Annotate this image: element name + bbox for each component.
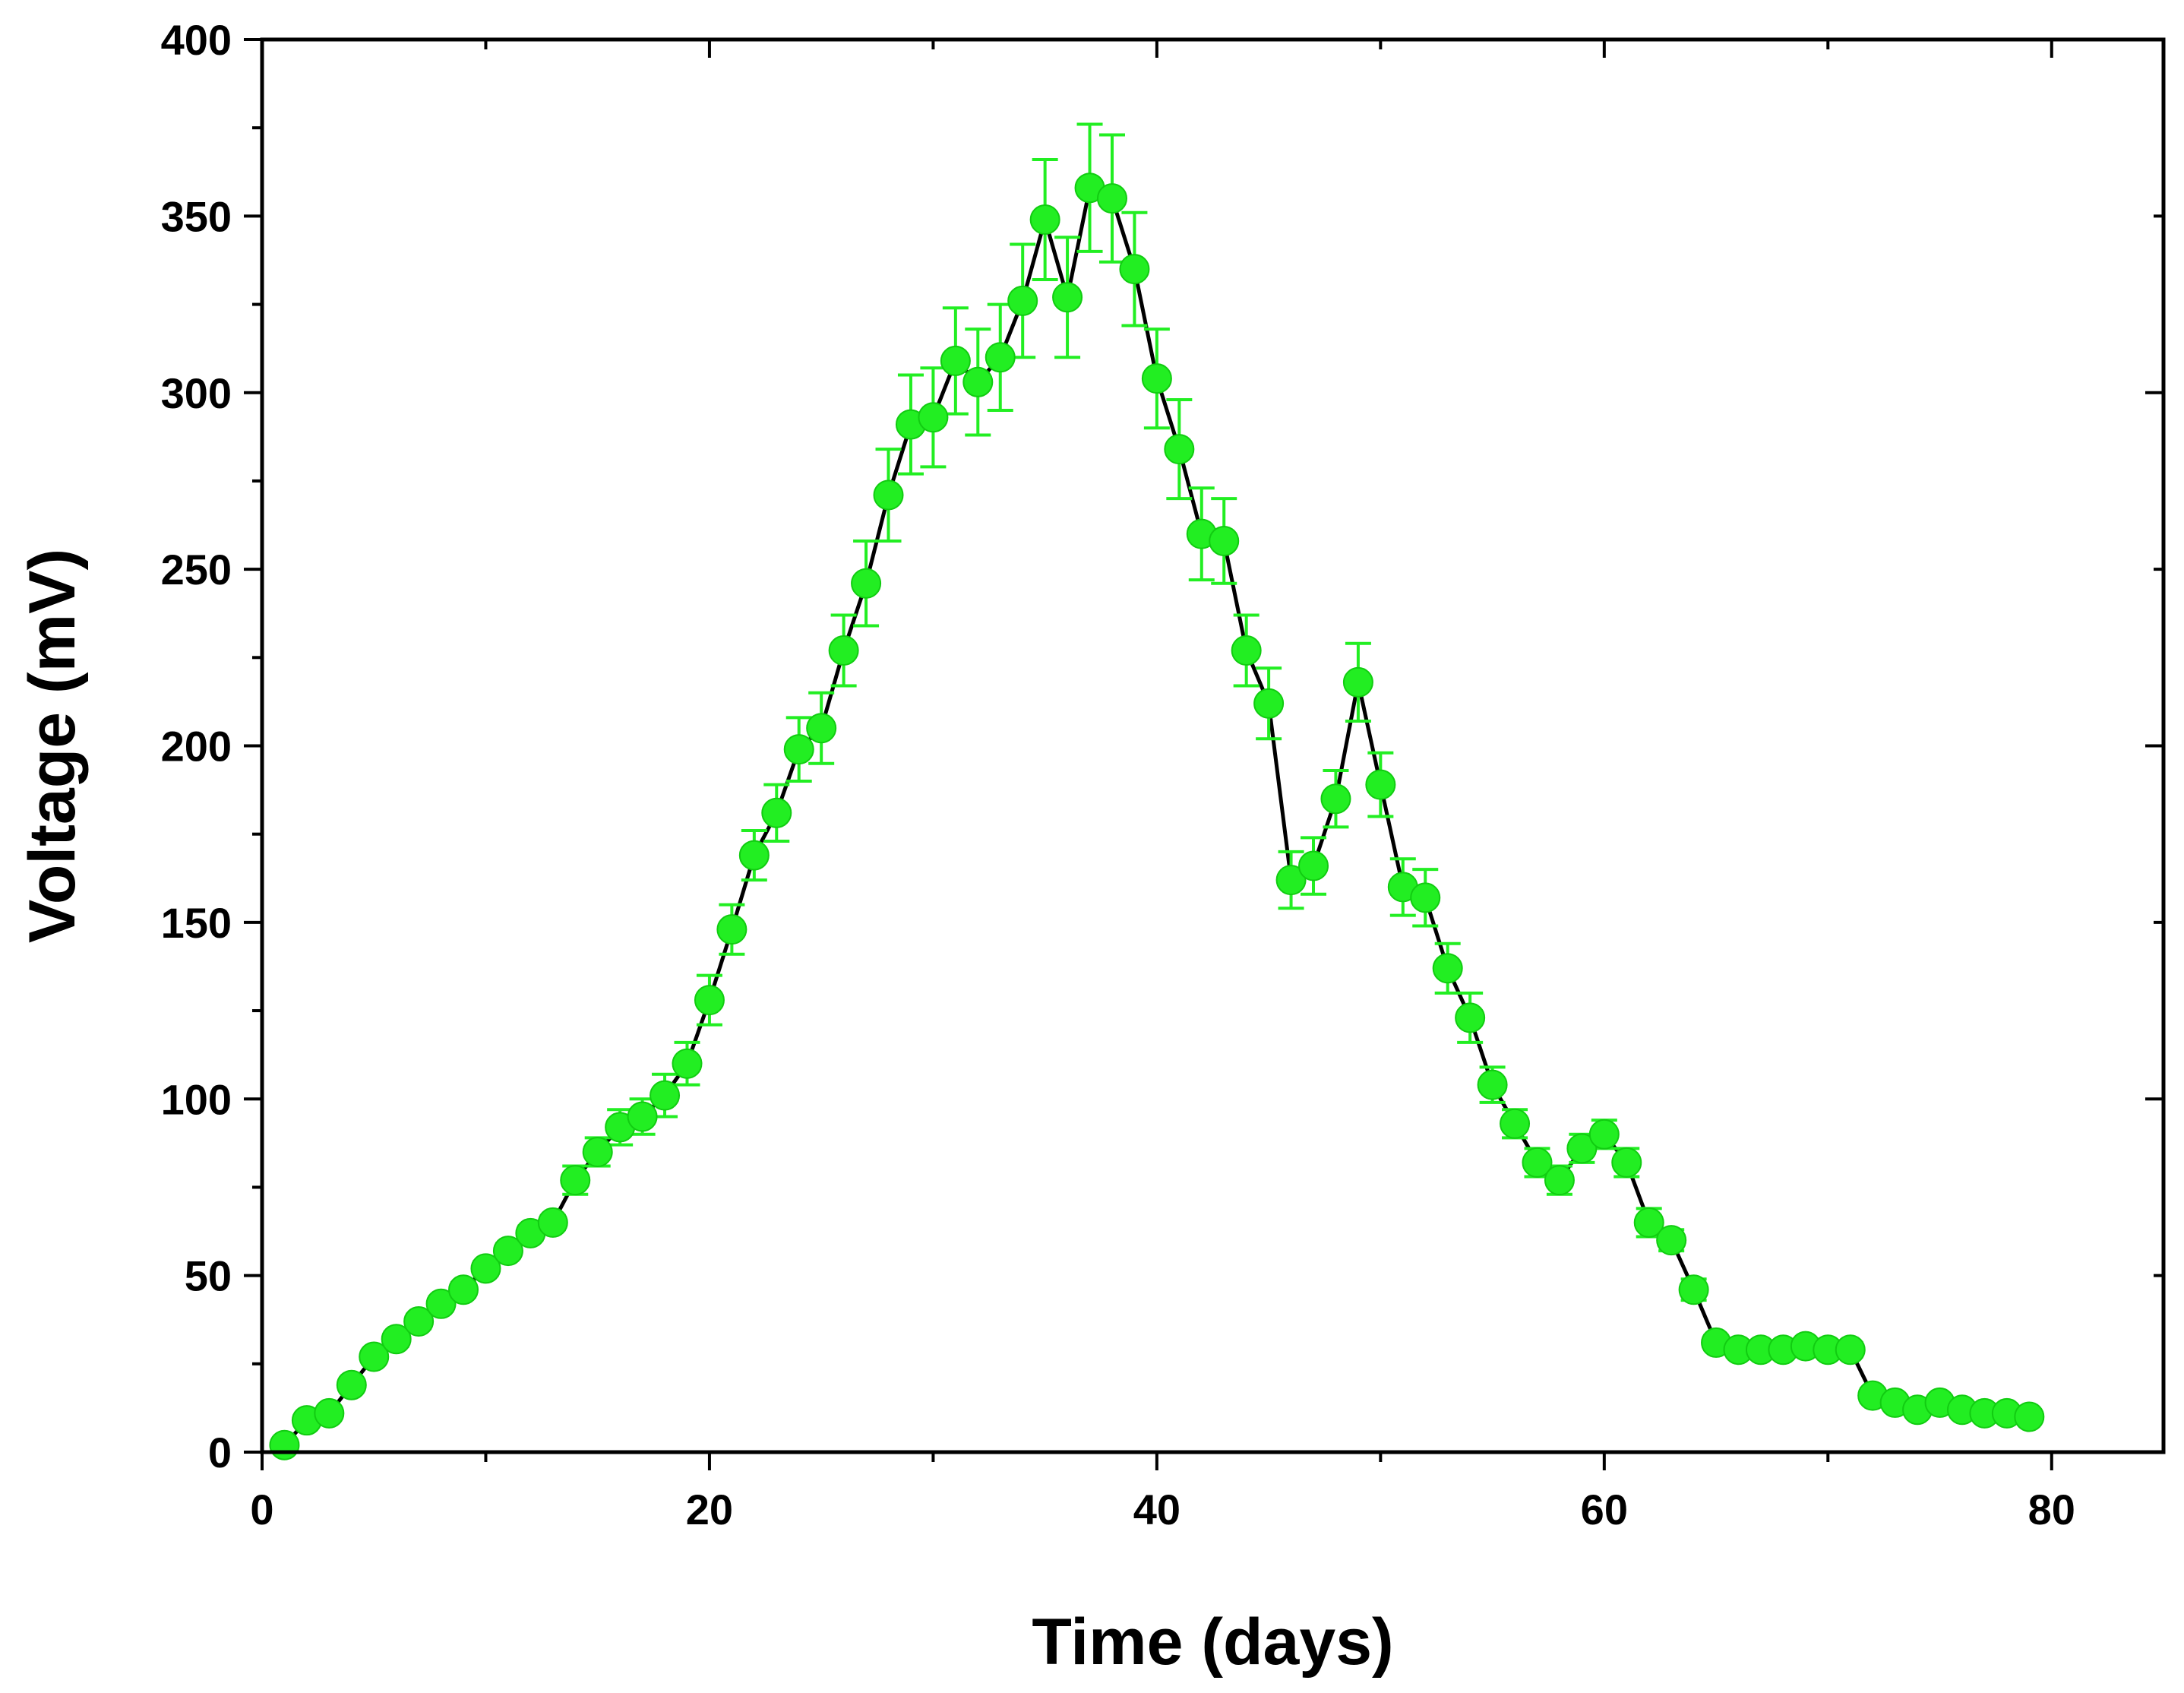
- data-point: [1500, 1108, 1531, 1139]
- data-point: [806, 713, 837, 744]
- x-tick-label: 40: [1133, 1486, 1180, 1533]
- data-point: [2014, 1401, 2045, 1432]
- data-point: [1365, 769, 1396, 800]
- data-point: [918, 402, 949, 433]
- x-axis-title: Time (days): [1032, 1606, 1393, 1679]
- data-point: [425, 1288, 457, 1319]
- data-point: [672, 1048, 703, 1079]
- data-point: [1522, 1147, 1553, 1178]
- y-tick-label: 350: [161, 192, 232, 240]
- data-point: [1253, 688, 1285, 719]
- data-point: [1209, 525, 1240, 556]
- data-point: [1141, 363, 1172, 394]
- data-point: [1566, 1133, 1598, 1164]
- x-tick-label: 0: [250, 1486, 273, 1533]
- data-point: [851, 568, 882, 599]
- data-point: [1588, 1119, 1620, 1150]
- y-tick-label: 250: [161, 546, 232, 593]
- data-point: [761, 797, 792, 828]
- data-point: [1342, 666, 1373, 698]
- data-point: [1007, 285, 1038, 316]
- x-tick-label: 60: [1581, 1486, 1628, 1533]
- y-tick-label: 150: [161, 899, 232, 947]
- data-point: [470, 1253, 501, 1284]
- data-point: [1633, 1207, 1664, 1238]
- data-point: [492, 1236, 523, 1267]
- y-tick-label: 300: [161, 369, 232, 417]
- data-point: [1096, 183, 1127, 214]
- data-point: [1275, 865, 1307, 896]
- y-tick-label: 400: [161, 16, 232, 64]
- data-point: [1298, 850, 1329, 881]
- data-point: [1029, 204, 1060, 236]
- data-point: [336, 1369, 367, 1400]
- data-point: [694, 985, 725, 1016]
- data-point: [738, 840, 770, 871]
- y-tick-label: 50: [185, 1252, 232, 1300]
- plot-frame: [260, 37, 2166, 1454]
- data-point: [783, 734, 814, 765]
- x-tick-label: 80: [2028, 1486, 2075, 1533]
- data-point: [448, 1274, 479, 1305]
- data-point: [716, 914, 747, 945]
- data-point: [1119, 254, 1150, 285]
- data-point: [381, 1324, 412, 1355]
- series-layer: [269, 122, 2045, 1460]
- data-point: [1835, 1334, 1866, 1365]
- data-point: [1164, 434, 1195, 465]
- data-point: [269, 1429, 300, 1460]
- y-tick-label: 200: [161, 723, 232, 771]
- data-point: [985, 342, 1016, 373]
- data-point: [560, 1165, 591, 1196]
- data-point: [1231, 635, 1262, 666]
- data-point: [403, 1306, 435, 1337]
- data-point: [940, 345, 971, 376]
- data-point: [1477, 1069, 1508, 1100]
- data-point: [537, 1207, 568, 1238]
- data-point: [1544, 1165, 1575, 1196]
- data-point: [1432, 953, 1463, 984]
- data-point: [1678, 1274, 1709, 1305]
- data-point: [873, 479, 904, 511]
- y-tick-label: 0: [208, 1429, 232, 1476]
- data-point: [314, 1397, 345, 1429]
- data-point: [1320, 783, 1351, 815]
- data-point: [582, 1136, 613, 1167]
- data-point: [1052, 282, 1083, 313]
- axis-layer: 0 20 40 60 80 0 50 100 150 200 250 300 350 400: [161, 16, 2163, 1533]
- data-point: [627, 1101, 658, 1132]
- y-tick-label: 100: [161, 1075, 232, 1123]
- data-point: [828, 635, 859, 666]
- data-point: [1611, 1147, 1642, 1178]
- data-point: [1455, 1002, 1486, 1033]
- data-point: [650, 1080, 681, 1111]
- data-point: [359, 1341, 390, 1372]
- data-point: [962, 366, 994, 397]
- data-point: [1410, 882, 1441, 913]
- x-tick-label: 20: [686, 1486, 733, 1533]
- y-axis-title: Voltage (mV): [16, 549, 89, 943]
- data-point: [1656, 1225, 1687, 1256]
